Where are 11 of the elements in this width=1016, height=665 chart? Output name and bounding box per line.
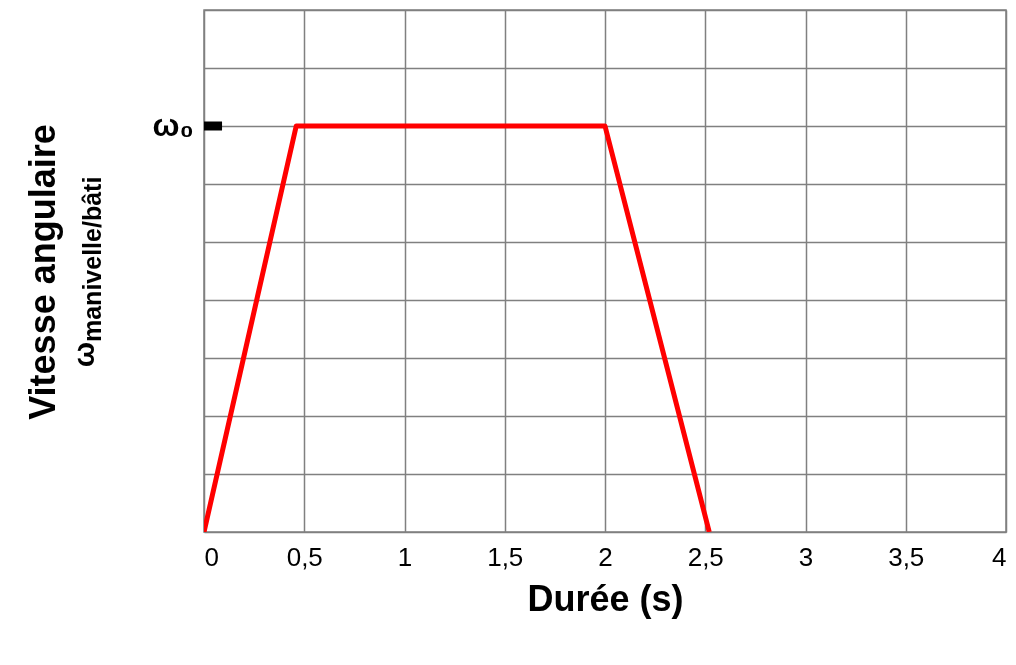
x-tick-label: 0,5 xyxy=(286,541,323,572)
x-tick-label: 4 xyxy=(992,541,1007,572)
text: ω₀ xyxy=(152,107,194,143)
x-tick-label: 1,5 xyxy=(487,541,524,572)
x-tick-label: 2,5 xyxy=(687,541,724,572)
x-tick-label: 3,5 xyxy=(888,541,925,572)
x-tick-label: 0 xyxy=(204,541,219,572)
x-tick-label: 2 xyxy=(598,541,613,572)
x-tick-label: 3 xyxy=(798,541,814,572)
x-tick-label: 1 xyxy=(397,541,413,572)
x-axis-title: Durée (s) xyxy=(527,577,684,619)
